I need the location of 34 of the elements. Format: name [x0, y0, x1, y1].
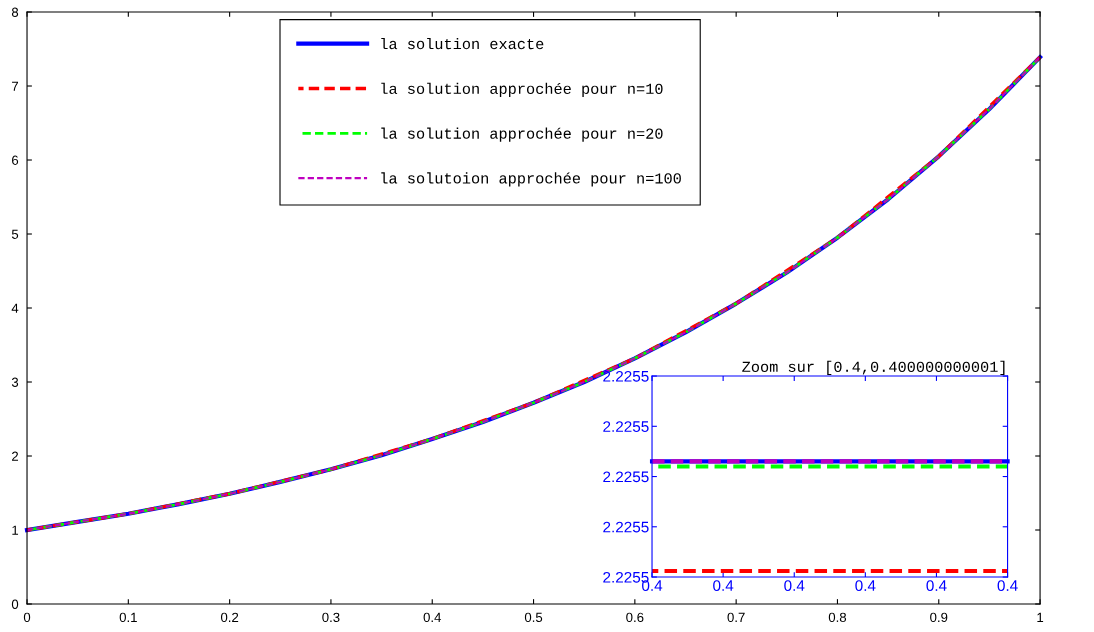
x-tick-label: 0.4 [784, 580, 805, 592]
x-tick-label: 0.5 [524, 612, 543, 623]
x-tick-label: 0.2 [220, 612, 239, 623]
x-tick-label: 0.4 [713, 580, 734, 592]
y-tick-label: 2.2255 [603, 421, 649, 432]
y-tick-label: 4 [11, 303, 19, 313]
x-tick-label: 0.9 [930, 612, 948, 623]
x-tick-label: 0.4 [855, 580, 876, 592]
x-tick-label: 0.8 [828, 612, 847, 623]
x-tick-label: 0.3 [322, 612, 340, 623]
y-tick-label: 2.2255 [603, 521, 649, 533]
x-tick-label: 0 [23, 612, 31, 623]
y-tick-label: 2.2255 [603, 471, 649, 483]
y-tick-label: 7 [12, 81, 19, 91]
x-tick-label: 0.4 [423, 612, 442, 623]
y-tick-label: 1 [12, 525, 19, 535]
chart-title: Zoom sur [0.4,0.400000000001] [742, 360, 1005, 376]
y-tick-label: 2.2255 [603, 370, 649, 382]
y-tick-label: 0 [11, 599, 19, 609]
y-tick-label: 3 [11, 377, 19, 387]
x-tick-label: 0.4 [926, 580, 947, 592]
x-tick-label: 0.4 [997, 580, 1018, 592]
x-tick-label: 0.7 [727, 612, 745, 623]
legend-label: la solution approchée pour n=20 [381, 127, 663, 142]
x-tick-label: 0.1 [119, 612, 137, 623]
x-tick-label: 0.6 [626, 612, 644, 623]
x-tick-label: 1 [1037, 612, 1044, 622]
legend-label: la solution exacte [381, 37, 544, 50]
legend-label: la solutoion approchée pour n=100 [381, 172, 681, 187]
legend-label: la solution approchée pour n=10 [381, 82, 663, 98]
y-tick-label: 8 [11, 7, 19, 17]
y-tick-label: 5 [11, 229, 19, 239]
y-tick-label: 6 [12, 155, 19, 165]
y-tick-label: 2 [12, 451, 19, 461]
